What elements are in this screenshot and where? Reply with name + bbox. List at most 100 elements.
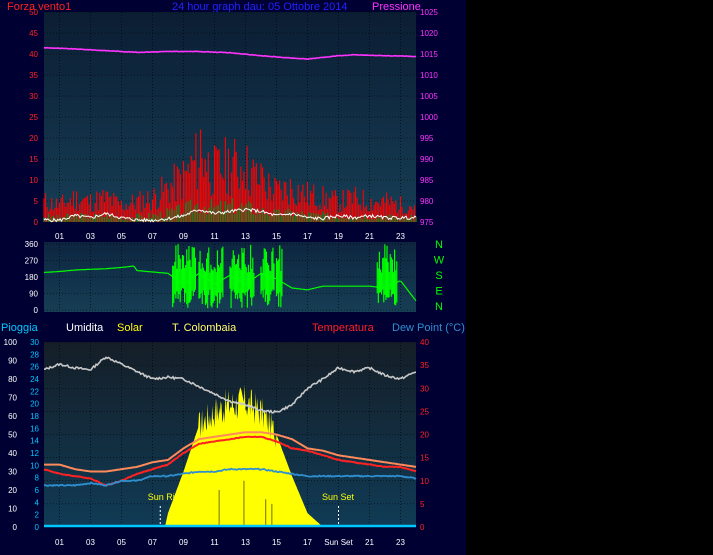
temp-tick-label: 0 xyxy=(420,523,425,532)
wind-tick-label: 25 xyxy=(29,113,38,122)
x-tick-label: 15 xyxy=(272,538,281,547)
x-tick-label: 01 xyxy=(55,232,64,241)
wind-pressure-group: 0510152025303540455097598098599099510001… xyxy=(29,8,438,241)
x-tick-label: Sun Set xyxy=(324,538,353,547)
temp-tick-label: 20 xyxy=(420,431,429,440)
rain-tick-label: 12 xyxy=(30,449,39,458)
humidity-tick-label: 40 xyxy=(8,449,17,458)
temp-tick-label: 5 xyxy=(420,500,425,509)
sun-set-label: Sun Set xyxy=(322,492,355,502)
pressure-tick-label: 1025 xyxy=(420,8,438,17)
rain-tick-label: 30 xyxy=(30,338,39,347)
wind-tick-label: 5 xyxy=(34,197,39,206)
compass-label: E xyxy=(435,286,442,298)
legend-dew-point: Dew Point (°C) xyxy=(392,322,465,334)
x-tick-label: 21 xyxy=(365,232,374,241)
legend-temperature: Temperatura xyxy=(312,322,375,334)
compass-label: S xyxy=(435,270,442,282)
rain-tick-label: 6 xyxy=(35,486,40,495)
humidity-tick-label: 10 xyxy=(8,505,17,514)
temp-tick-label: 30 xyxy=(420,384,429,393)
x-tick-label: 03 xyxy=(86,538,95,547)
x-tick-label: 07 xyxy=(148,232,157,241)
pressure-tick-label: 1015 xyxy=(420,50,438,59)
wind-tick-label: 30 xyxy=(29,92,38,101)
rain-tick-label: 20 xyxy=(30,400,39,409)
humidity-tick-label: 20 xyxy=(8,486,17,495)
humidity-tick-label: 100 xyxy=(4,338,18,347)
rain-tick-label: 0 xyxy=(35,523,40,532)
graph-title: 24 hour graph dau: 05 Ottobre 2014 xyxy=(172,1,348,13)
legend-solar: Solar xyxy=(117,322,143,334)
x-tick-label: 07 xyxy=(148,538,157,547)
x-tick-label: 09 xyxy=(179,538,188,547)
humidity-tick-label: 90 xyxy=(8,357,17,366)
direction-tick-label: 270 xyxy=(25,257,39,266)
dewpoint-line xyxy=(43,467,417,488)
pressure-tick-label: 995 xyxy=(420,134,434,143)
humidity-tick-label: 60 xyxy=(8,412,17,421)
x-tick-label: 21 xyxy=(365,538,374,547)
x-tick-label: 11 xyxy=(210,538,219,547)
wind-tick-label: 45 xyxy=(29,29,38,38)
wind-speed-line xyxy=(43,207,417,223)
x-tick-label: 01 xyxy=(55,538,64,547)
legend-t-colombaia: T. Colombaia xyxy=(172,322,237,334)
rain-tick-label: 24 xyxy=(30,375,39,384)
humidity-tick-label: 70 xyxy=(8,394,17,403)
x-tick-label: 03 xyxy=(86,232,95,241)
empty-right-pane xyxy=(466,0,713,555)
pressure-line xyxy=(43,46,417,61)
compass-label: W xyxy=(434,255,445,267)
direction-tick-label: 0 xyxy=(34,306,39,315)
x-tick-label: 19 xyxy=(334,232,343,241)
wind-tick-label: 0 xyxy=(34,218,39,227)
wind-tick-label: 10 xyxy=(29,176,38,185)
wind-tick-label: 50 xyxy=(29,8,38,17)
rain-tick-label: 28 xyxy=(30,350,39,359)
direction-tick-label: 180 xyxy=(25,273,39,282)
temp-tick-label: 10 xyxy=(420,477,429,486)
x-tick-label: 11 xyxy=(210,232,219,241)
wind-tick-label: 40 xyxy=(29,50,38,59)
wind-tick-label: 15 xyxy=(29,155,38,164)
legend-rain: Pioggia xyxy=(1,322,39,334)
pressure-label: Pressione xyxy=(372,1,421,13)
temp-tick-label: 15 xyxy=(420,454,429,463)
humidity-tick-label: 0 xyxy=(13,523,18,532)
pressure-tick-label: 975 xyxy=(420,218,434,227)
compass-label: N xyxy=(435,301,443,313)
temp-tick-label: 40 xyxy=(420,338,429,347)
wind-label: Forza vento1 xyxy=(7,1,71,13)
x-tick-label: 05 xyxy=(117,538,126,547)
colombaia-line xyxy=(44,431,417,473)
pressure-tick-label: 1020 xyxy=(420,29,438,38)
direction-tick-label: 90 xyxy=(29,290,38,299)
rain-tick-label: 10 xyxy=(30,461,39,470)
x-tick-label: 05 xyxy=(117,232,126,241)
x-tick-label: 15 xyxy=(272,232,281,241)
wind-tick-label: 20 xyxy=(29,134,38,143)
rain-tick-label: 8 xyxy=(35,474,40,483)
pressure-tick-label: 1010 xyxy=(420,71,438,80)
sun-rise-label: Sun Rise xyxy=(148,492,185,502)
pressure-tick-label: 985 xyxy=(420,176,434,185)
pressure-tick-label: 980 xyxy=(420,197,434,206)
temp-tick-label: 35 xyxy=(420,361,429,370)
rain-tick-label: 2 xyxy=(35,511,40,520)
direction-tick-label: 360 xyxy=(25,240,39,249)
x-tick-label: 09 xyxy=(179,232,188,241)
rain-tick-label: 22 xyxy=(30,387,39,396)
temperature-group: 0510152025303540010203040506070809010002… xyxy=(4,338,430,547)
x-tick-label: 23 xyxy=(396,232,405,241)
rain-tick-label: 16 xyxy=(30,424,39,433)
x-tick-label: 13 xyxy=(241,538,250,547)
rain-tick-label: 14 xyxy=(30,437,39,446)
pressure-tick-label: 990 xyxy=(420,155,434,164)
rain-tick-label: 4 xyxy=(35,498,40,507)
humidity-line xyxy=(43,356,417,414)
pressure-tick-label: 1005 xyxy=(420,92,438,101)
rain-tick-label: 18 xyxy=(30,412,39,421)
temp-tick-label: 25 xyxy=(420,407,429,416)
